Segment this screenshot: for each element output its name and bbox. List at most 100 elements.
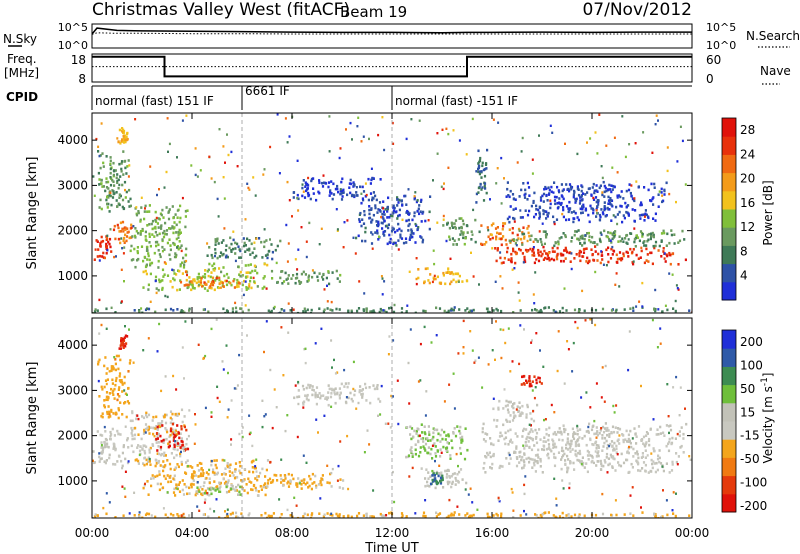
heatmap-cell	[603, 229, 606, 233]
heatmap-cell	[578, 449, 581, 453]
heatmap-cell	[544, 233, 548, 237]
heatmap-cell	[622, 440, 625, 444]
heatmap-cell	[348, 186, 351, 189]
heatmap-cell	[289, 480, 292, 483]
heatmap-cell	[216, 487, 219, 491]
heatmap-cell	[336, 229, 339, 232]
heatmap-cell	[471, 233, 474, 236]
heatmap-cell	[357, 234, 360, 238]
heatmap-cell	[527, 432, 530, 436]
heatmap-cell	[124, 392, 127, 396]
heatmap-cell	[632, 306, 635, 310]
heatmap-cell	[389, 426, 392, 429]
heatmap-cell	[393, 303, 396, 307]
heatmap-cell	[136, 414, 139, 417]
heatmap-cell	[300, 479, 303, 483]
heatmap-cell	[117, 388, 120, 391]
heatmap-cell	[215, 276, 218, 280]
heatmap-cell	[147, 512, 151, 516]
heatmap-cell	[130, 244, 133, 248]
heatmap-cell	[654, 513, 657, 516]
heatmap-cell	[461, 478, 464, 481]
heatmap-cell	[121, 485, 124, 488]
heatmap-cell	[145, 239, 148, 242]
heatmap-cell	[152, 426, 155, 430]
heatmap-cell	[192, 278, 195, 281]
heatmap-cell	[512, 403, 515, 406]
heatmap-cell	[245, 483, 248, 486]
heatmap-cell	[224, 255, 228, 259]
heatmap-cell	[486, 307, 489, 311]
heatmap-cell	[628, 445, 630, 449]
heatmap-cell	[309, 384, 312, 387]
heatmap-cell	[622, 461, 626, 465]
heatmap-cell	[383, 230, 387, 233]
heatmap-cell	[218, 128, 221, 131]
heatmap-cell	[632, 262, 635, 266]
heatmap-cell	[400, 512, 404, 515]
heatmap-cell	[523, 328, 525, 331]
heatmap-cell	[114, 362, 117, 366]
heatmap-cell	[617, 240, 620, 243]
heatmap-cell	[601, 176, 604, 180]
heatmap-cell	[423, 325, 426, 329]
heatmap-cell	[688, 455, 691, 458]
heatmap-cell	[556, 185, 559, 189]
heatmap-blob	[417, 267, 469, 286]
heatmap-cell	[644, 209, 647, 212]
heatmap-cell	[115, 176, 118, 180]
heatmap-cell	[623, 216, 626, 220]
heatmap-cell	[197, 272, 200, 276]
heatmap-cell	[510, 260, 513, 264]
heatmap-cell	[419, 451, 422, 454]
heatmap-cell	[592, 211, 595, 215]
heatmap-cell	[160, 452, 164, 456]
heatmap-cell	[93, 258, 96, 261]
heatmap-cell	[194, 413, 196, 416]
heatmap-cell	[216, 237, 219, 241]
heatmap-cell	[249, 276, 252, 279]
heatmap-cell	[263, 285, 266, 289]
heatmap-cell	[251, 488, 254, 492]
heatmap-cell	[579, 199, 582, 202]
heatmap-cell	[207, 274, 210, 278]
heatmap-cell	[175, 223, 178, 227]
heatmap-cell	[104, 445, 107, 449]
heatmap-cell	[226, 416, 229, 419]
heatmap-cell	[452, 372, 455, 375]
heatmap-cell	[547, 186, 550, 189]
heatmap-cell	[154, 427, 157, 430]
heatmap-cell	[187, 283, 190, 287]
heatmap-cell	[369, 516, 372, 518]
heatmap-cell	[553, 258, 556, 262]
heatmap-cell	[323, 181, 326, 185]
heatmap-cell	[168, 253, 171, 257]
heatmap-cell	[602, 180, 605, 184]
heatmap-cell	[492, 407, 495, 411]
heatmap-cell	[640, 384, 642, 388]
heatmap-cell	[535, 208, 538, 211]
heatmap-cell	[118, 230, 121, 233]
heatmap-cell	[523, 232, 526, 236]
heatmap-cell	[491, 349, 494, 352]
heatmap-cell	[574, 432, 577, 435]
heatmap-cell	[498, 237, 501, 241]
heatmap-cell	[296, 268, 299, 271]
heatmap-cell	[675, 460, 678, 464]
heatmap-cell	[109, 183, 113, 187]
heatmap-cell	[161, 424, 164, 427]
heatmap-cell	[247, 308, 250, 312]
heatmap-cell	[177, 432, 180, 435]
heatmap-cell	[641, 232, 644, 236]
heatmap-cell	[483, 174, 487, 178]
heatmap-cell	[131, 437, 134, 441]
heatmap-cell	[595, 432, 598, 435]
heatmap-cell	[577, 218, 580, 222]
heatmap-cell	[357, 116, 360, 119]
heatmap-cell	[226, 512, 229, 516]
heatmap-cell	[659, 462, 663, 465]
heatmap-cell	[266, 459, 270, 462]
heatmap-cell	[475, 201, 478, 204]
heatmap-cell	[590, 428, 594, 432]
heatmap-cell	[618, 251, 622, 254]
